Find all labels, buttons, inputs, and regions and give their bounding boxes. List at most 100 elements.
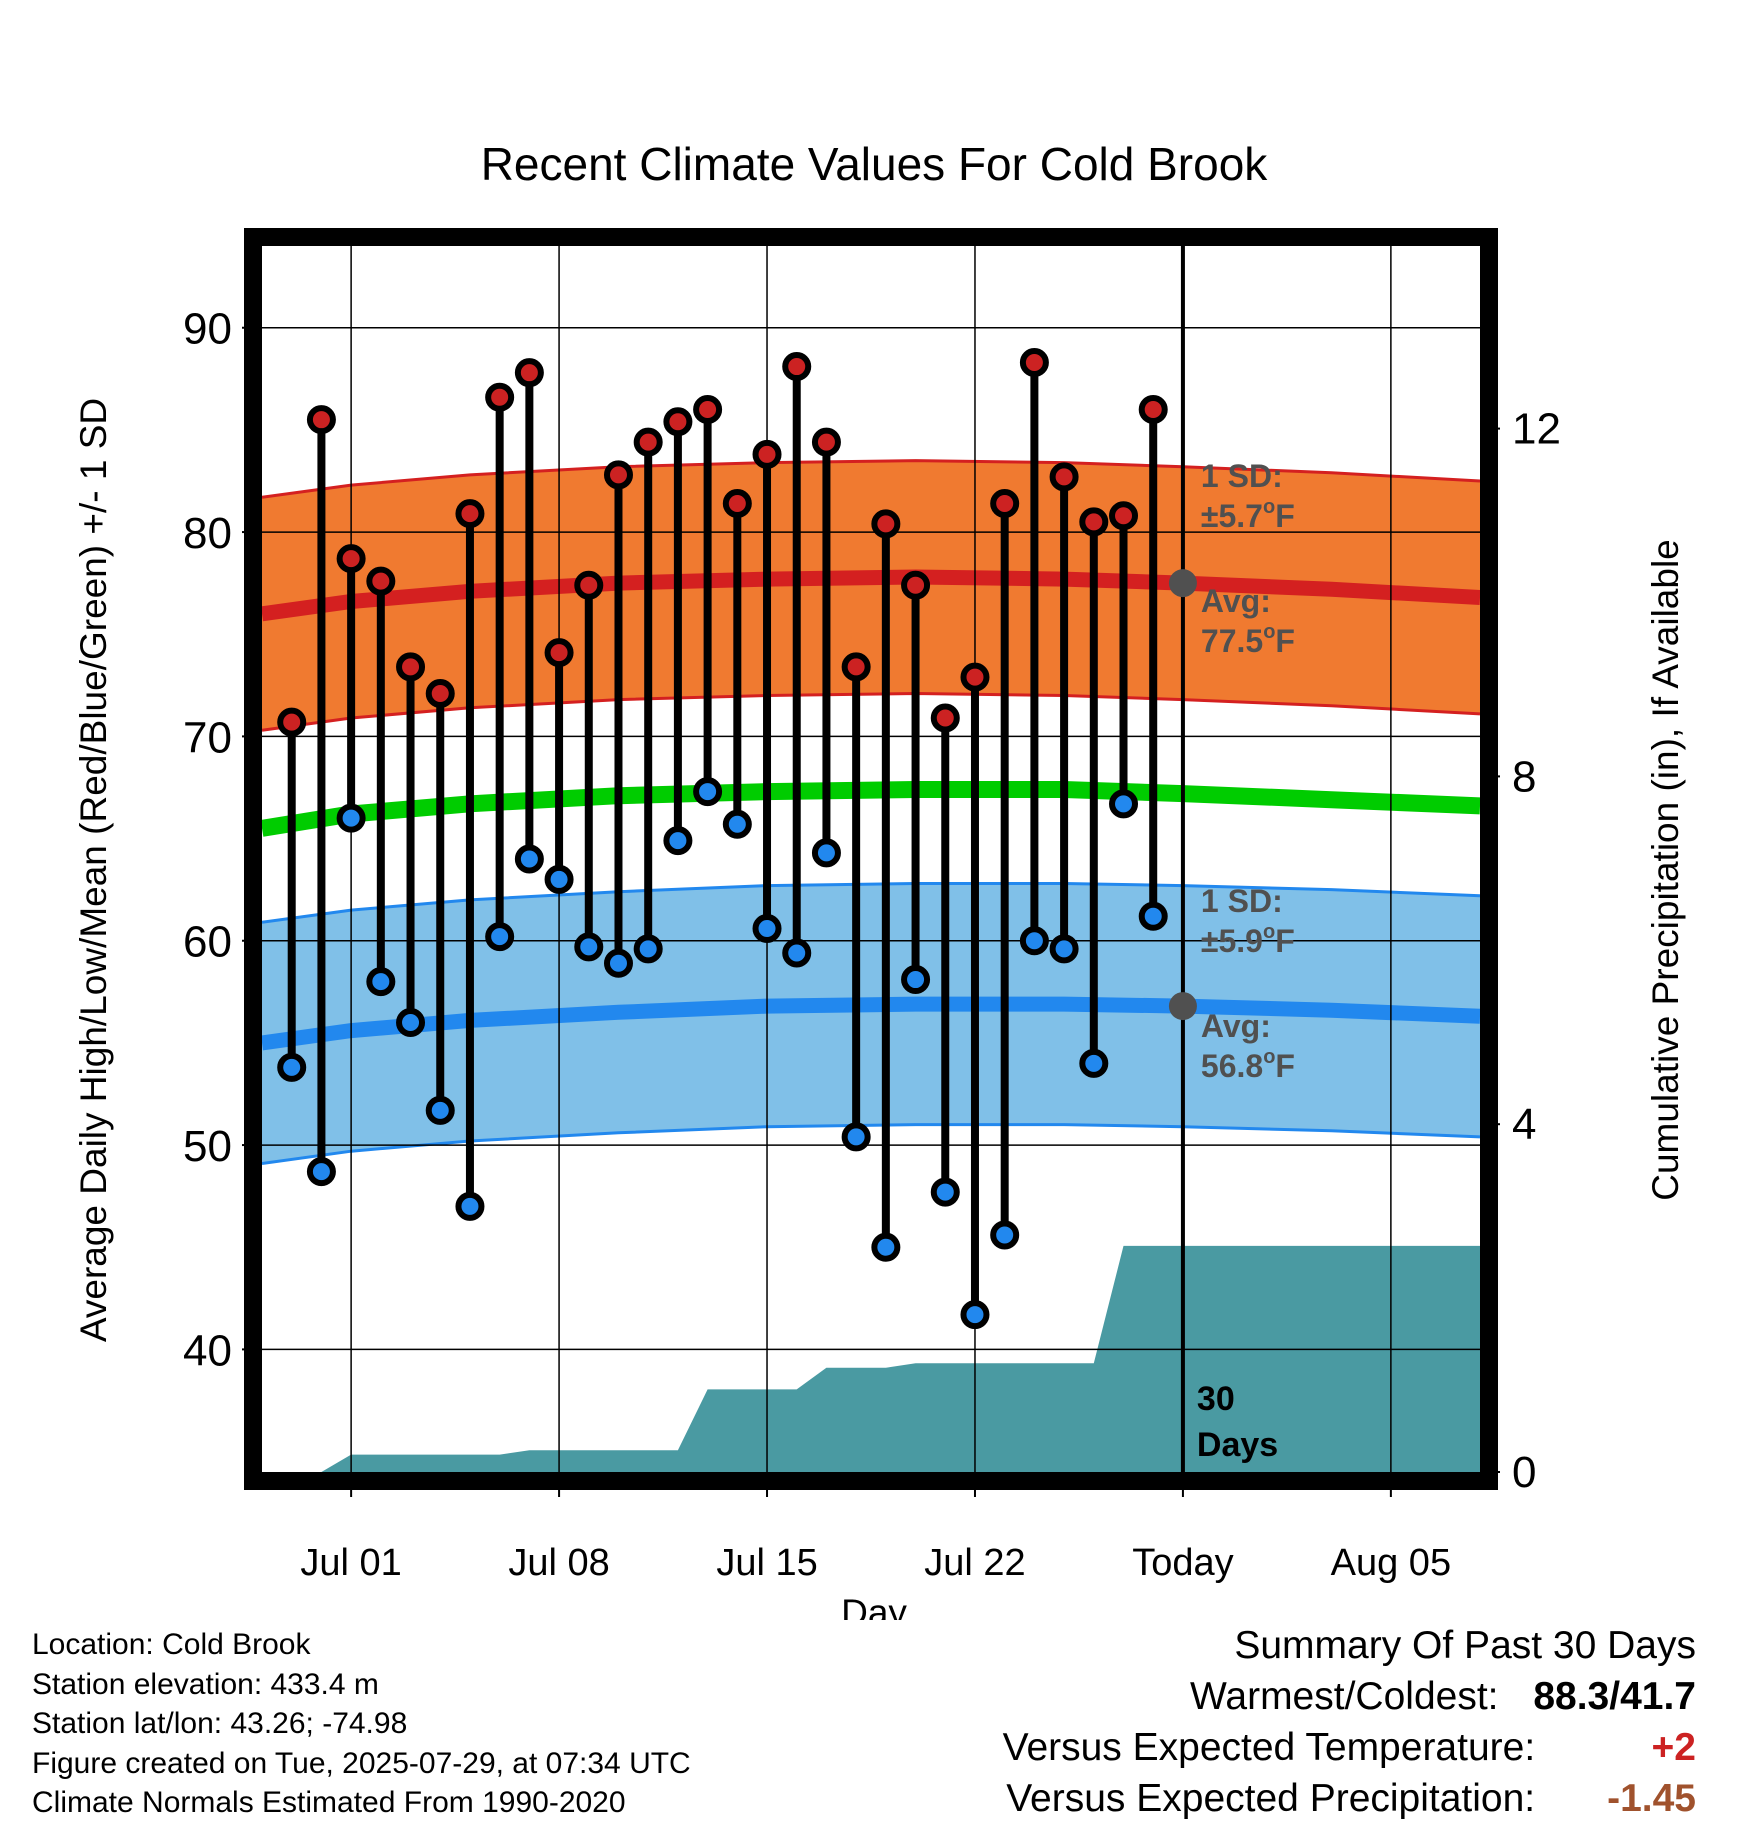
low-sd-label: 1 SD:	[1201, 883, 1283, 919]
daily-high-point	[663, 407, 693, 437]
daily-high-point	[811, 427, 841, 457]
daily-low-point	[396, 1007, 426, 1037]
warmest-label: Warmest/Coldest:	[1190, 1675, 1499, 1718]
daily-low-point	[960, 1300, 990, 1330]
x-tick-label: Jul 15	[716, 1542, 817, 1584]
daily-low-point	[366, 967, 396, 997]
daily-low-point	[455, 1191, 485, 1221]
daily-low-point	[603, 948, 633, 978]
y-tick-label: 70	[183, 713, 232, 762]
daily-high-point	[396, 652, 426, 682]
plot-frame	[244, 228, 1498, 1490]
y-tick-label: 40	[183, 1326, 232, 1375]
plot-content	[262, 246, 1480, 1472]
daily-high-point	[306, 405, 336, 435]
precip-label: Versus Expected Precipitation:	[1006, 1777, 1536, 1820]
daily-high-point	[841, 652, 871, 682]
today-low-normal-marker	[1168, 992, 1197, 1021]
daily-high-point	[485, 382, 515, 412]
daily-low-point	[425, 1095, 455, 1125]
daily-high-point	[1138, 394, 1168, 424]
summary-heading: Summary Of Past 30 Days	[1234, 1624, 1696, 1667]
x-tick-label: Jul 22	[924, 1542, 1025, 1584]
daily-low-point	[306, 1157, 336, 1187]
x-tick-label: Aug 05	[1331, 1542, 1451, 1584]
temp-label: Versus Expected Temperature:	[1002, 1726, 1536, 1769]
x-tick-label: Jul 01	[300, 1542, 401, 1584]
daily-low-point	[1019, 926, 1049, 956]
elevation-text: Station elevation: 433.4 m	[32, 1667, 379, 1701]
daily-low-point	[901, 965, 931, 995]
daily-high-point	[693, 394, 723, 424]
daily-high-point	[425, 678, 455, 708]
high-normal-line	[262, 569, 1480, 622]
summary-precip-row: Versus Expected Precipitation: -1.45	[1003, 1773, 1696, 1824]
daily-high-point	[1049, 462, 1079, 492]
y2-tick-label: 4	[1512, 1100, 1536, 1149]
daily-high-point	[277, 707, 307, 737]
chart-title: Recent Climate Values For Cold Brook	[481, 138, 1269, 190]
daily-low-point	[663, 826, 693, 856]
low-avg-label: Avg:	[1201, 1008, 1271, 1044]
summary-temp-row: Versus Expected Temperature: +2	[1003, 1722, 1696, 1773]
location-text: Location: Cold Brook	[32, 1628, 311, 1661]
days-count-label: 30	[1197, 1380, 1235, 1418]
daily-high-point	[336, 544, 366, 574]
low-avg-value: 56.8oF	[1201, 1046, 1295, 1084]
normals-text: Climate Normals Estimated From 1990-2020	[32, 1786, 626, 1819]
low-normal-band	[262, 883, 1480, 1164]
summary-panel: Summary Of Past 30 Days Warmest/Coldest:…	[1003, 1620, 1696, 1824]
created-text: Figure created on Tue, 2025-07-29, at 07…	[32, 1746, 691, 1780]
daily-low-point	[574, 932, 604, 962]
daily-low-point	[871, 1232, 901, 1262]
daily-low-point	[782, 938, 812, 968]
high-avg-value: 77.5oF	[1201, 621, 1295, 659]
low-sd-value: ±5.9oF	[1201, 921, 1295, 959]
y2-tick-label: 0	[1512, 1448, 1536, 1497]
daily-low-point	[1049, 934, 1079, 964]
daily-low-point	[841, 1122, 871, 1152]
daily-high-point	[1079, 507, 1109, 537]
x-tick-label: Jul 08	[508, 1542, 609, 1584]
daily-low-point	[990, 1220, 1020, 1250]
daily-high-point	[990, 488, 1020, 518]
y-axis-right-label: Cumulative Precipitation (in), If Availa…	[1645, 539, 1686, 1201]
y-axis-left-label: Average Daily High/Low/Mean (Red/Blue/Gr…	[73, 398, 114, 1342]
low-normal-lower-sd-line	[262, 1123, 1480, 1165]
daily-high-point	[960, 662, 990, 692]
daily-low-point	[1079, 1048, 1109, 1078]
daily-high-point	[1019, 347, 1049, 377]
today-high-normal-marker	[1168, 569, 1197, 598]
daily-low-point	[633, 934, 663, 964]
daily-high-point	[1109, 501, 1139, 531]
mean-normal-line	[262, 781, 1480, 837]
high-avg-label: Avg:	[1201, 583, 1271, 619]
daily-high-point	[901, 570, 931, 600]
precip-value: -1.45	[1607, 1777, 1696, 1820]
daily-low-point	[752, 913, 782, 943]
daily-low-point	[693, 777, 723, 807]
daily-high-point	[366, 566, 396, 596]
daily-high-point	[752, 439, 782, 469]
y-tick-label: 50	[183, 1122, 232, 1171]
daily-high-point	[574, 570, 604, 600]
daily-low-point	[722, 809, 752, 839]
y-tick-label: 60	[183, 918, 232, 967]
climate-chart: Recent Climate Values For Cold Brook 1 S…	[73, 138, 1686, 1620]
daily-low-point	[485, 922, 515, 952]
y2-tick-label: 8	[1512, 752, 1536, 801]
temp-value: +2	[1651, 1726, 1696, 1769]
high-sd-label: 1 SD:	[1201, 458, 1283, 494]
cumulative-precip-area	[262, 1245, 1480, 1472]
summary-warmest-row: Warmest/Coldest: 88.3/41.7	[1003, 1671, 1696, 1722]
daily-low-point	[811, 838, 841, 868]
x-tick-label: Today	[1132, 1542, 1233, 1584]
station-info: Location: Cold Brook Station elevation: …	[32, 1625, 691, 1823]
daily-low-point	[1109, 789, 1139, 819]
y-tick-label: 80	[183, 509, 232, 558]
latlon-text: Station lat/lon: 43.26; -74.98	[32, 1707, 408, 1740]
warmest-value: 88.3/41.7	[1533, 1675, 1696, 1718]
daily-low-point	[1138, 901, 1168, 931]
daily-high-point	[603, 460, 633, 490]
